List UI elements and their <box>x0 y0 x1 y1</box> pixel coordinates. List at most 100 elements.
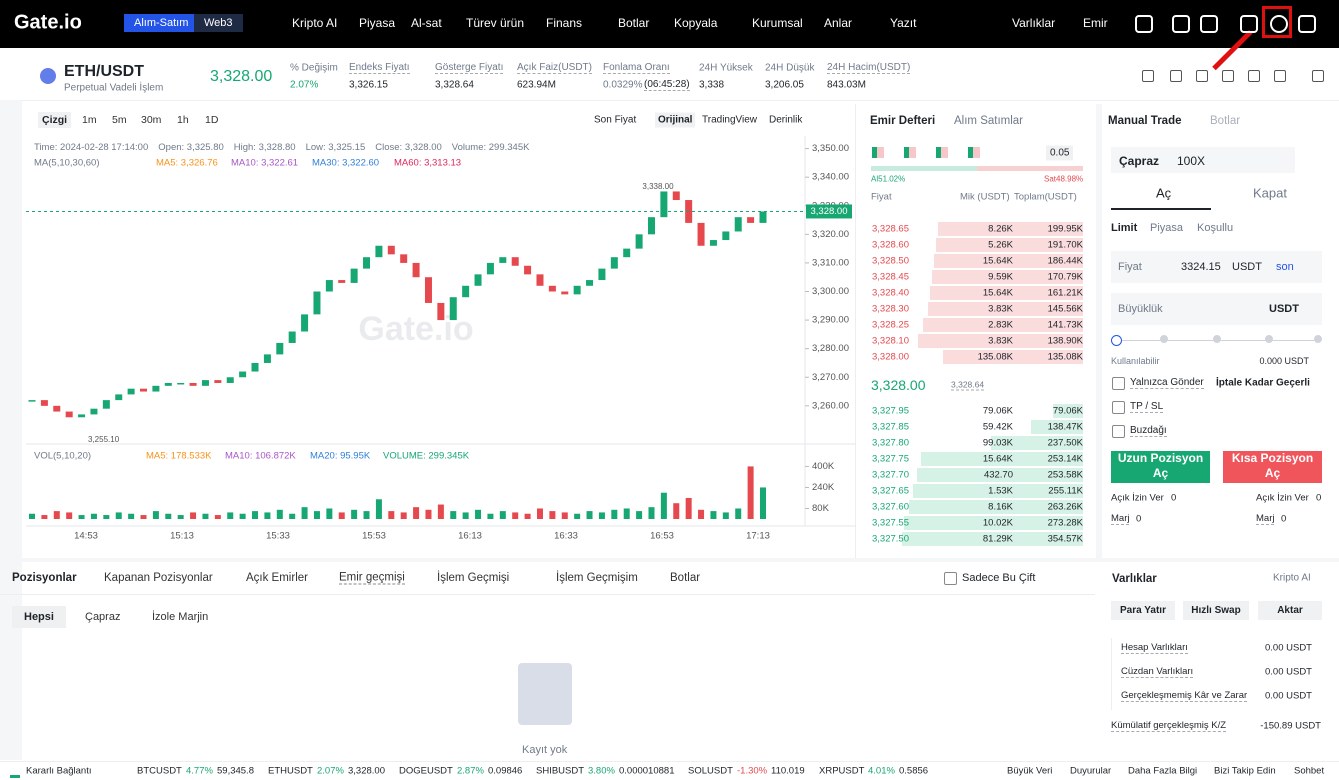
interval[interactable]: 1D <box>205 114 219 126</box>
ticker-symbol[interactable]: SOLUSDT <box>688 765 733 777</box>
nav-item[interactable]: Kripto AI <box>292 16 338 30</box>
side-tab[interactable]: Kapat <box>1253 185 1287 201</box>
book-tab[interactable]: Alım Satımlar <box>954 115 1024 127</box>
toolbar-icon[interactable] <box>1274 70 1286 82</box>
position-tab[interactable]: İşlem Geçmişi <box>437 572 510 584</box>
toolbar-icon[interactable] <box>1170 70 1182 82</box>
nav-right-item[interactable]: Emir <box>1083 16 1108 30</box>
asset-button[interactable]: Aktar <box>1258 601 1322 620</box>
nav-icon[interactable] <box>1200 15 1218 33</box>
interval[interactable]: 1m <box>82 114 97 126</box>
chart-option[interactable]: Son Fiyat <box>594 114 637 126</box>
mode-toggle[interactable]: Web3 <box>194 14 243 32</box>
interval[interactable]: Çizgi <box>38 112 72 128</box>
nav-item[interactable]: Al-sat <box>411 16 442 30</box>
book-view[interactable] <box>968 147 980 158</box>
ticker-symbol[interactable]: ETHUSDT <box>268 765 313 777</box>
stat-value: 0.0329% <box>603 79 643 91</box>
nav-item[interactable]: Kopyala <box>674 16 718 30</box>
position-tab[interactable]: Kapanan Pozisyonlar <box>104 572 213 584</box>
footer-link[interactable]: Büyük Veri <box>1007 765 1053 777</box>
checkbox[interactable] <box>1112 425 1125 438</box>
interval[interactable]: 5m <box>112 114 127 126</box>
filter[interactable]: Çapraz <box>85 611 121 623</box>
book-amount: 15.64K <box>982 255 1013 267</box>
trade-tab[interactable]: Manual Trade <box>1108 115 1182 127</box>
asset-button[interactable]: Para Yatır <box>1111 601 1175 620</box>
nav-item[interactable]: Anlar <box>824 16 853 30</box>
margin-select[interactable] <box>1111 147 1295 173</box>
assets-link[interactable]: Kripto AI <box>1273 572 1311 584</box>
footer-link[interactable]: Duyurular <box>1070 765 1112 777</box>
chart-option[interactable]: TradingView <box>702 114 758 126</box>
nav-item[interactable]: Finans <box>546 16 583 30</box>
long-button[interactable]: Uzun Pozisyon Aç <box>1111 451 1210 483</box>
mode-toggle[interactable]: Alım-Satım <box>124 14 199 32</box>
footer-link[interactable]: Daha Fazla Bilgi <box>1128 765 1198 777</box>
nav-icon[interactable] <box>1172 15 1190 33</box>
settings-highlight[interactable] <box>1262 6 1292 38</box>
side-tab[interactable]: Aç <box>1156 185 1172 201</box>
chart-option[interactable]: Orijinal <box>655 112 696 128</box>
nav-item[interactable]: Piyasa <box>359 16 396 30</box>
interval[interactable]: 1h <box>177 114 189 126</box>
ticker-symbol[interactable]: BTCUSDT <box>137 765 182 777</box>
toolbar-icon[interactable] <box>1142 70 1154 82</box>
toolbar-icon[interactable] <box>1248 70 1260 82</box>
price-input[interactable] <box>1111 251 1322 283</box>
slider-stop[interactable] <box>1160 335 1168 343</box>
price-link[interactable]: son <box>1276 261 1294 273</box>
ticker-symbol[interactable]: XRPUSDT <box>819 765 865 777</box>
x-tick-label: 15:13 <box>170 531 194 542</box>
filter[interactable]: Hepsi <box>12 606 66 628</box>
position-tab[interactable]: Emir geçmişi <box>339 571 405 585</box>
chart-option[interactable]: Derinlik <box>769 114 803 126</box>
toolbar-icon[interactable] <box>1222 70 1234 82</box>
toolbar-icon[interactable] <box>1196 70 1208 82</box>
book-view[interactable] <box>936 147 948 158</box>
checkbox[interactable] <box>1112 377 1125 390</box>
candle <box>449 297 457 321</box>
order-type[interactable]: Limit <box>1111 222 1138 234</box>
slider-stop[interactable] <box>1265 335 1273 343</box>
nav-icon[interactable] <box>1240 15 1258 33</box>
book-price: 3,328.50 <box>872 255 909 267</box>
position-tab[interactable]: İşlem Geçmişim <box>556 572 638 584</box>
size-input[interactable] <box>1111 293 1322 325</box>
footer-link[interactable]: Sohbet <box>1294 765 1325 777</box>
slider-stop[interactable] <box>1111 335 1122 346</box>
symbol[interactable]: ETH/USDT <box>64 63 144 80</box>
nav-icon[interactable] <box>1298 15 1316 33</box>
checkbox[interactable] <box>944 572 957 585</box>
ticker-symbol[interactable]: SHIBUSDT <box>536 765 585 777</box>
nav-item[interactable]: Kurumsal <box>752 16 803 30</box>
book-step[interactable]: 0.05 <box>1046 145 1074 161</box>
nav-icon[interactable] <box>1270 15 1288 33</box>
nav-item[interactable]: Botlar <box>618 16 650 30</box>
footer-link[interactable]: Bizi Takip Edin <box>1214 765 1276 777</box>
checkbox[interactable] <box>1112 401 1125 414</box>
nav-item[interactable]: Yazıt <box>890 16 917 30</box>
interval[interactable]: 30m <box>141 114 162 126</box>
asset-button[interactable]: Hızlı Swap <box>1183 601 1249 620</box>
order-type[interactable]: Piyasa <box>1150 222 1184 234</box>
trade-tab[interactable]: Botlar <box>1210 115 1241 127</box>
book-view[interactable] <box>872 147 884 158</box>
nav-right-item[interactable]: Varlıklar <box>1012 16 1056 30</box>
nav-item[interactable]: Türev ürün <box>466 16 525 30</box>
nav-icon[interactable] <box>1135 15 1153 33</box>
candle <box>610 257 618 269</box>
filter[interactable]: İzole Marjin <box>152 611 209 623</box>
slider-stop[interactable] <box>1314 335 1322 343</box>
position-tab[interactable]: Pozisyonlar <box>12 572 77 584</box>
position-tab[interactable]: Açık Emirler <box>246 572 308 584</box>
book-view[interactable] <box>904 147 916 158</box>
position-tab[interactable]: Botlar <box>670 572 701 584</box>
ticker-symbol[interactable]: DOGEUSDT <box>399 765 453 777</box>
order-type[interactable]: Koşullu <box>1197 222 1234 234</box>
book-tab[interactable]: Emir Defteri <box>870 115 936 127</box>
short-button[interactable]: Kısa Pozisyon Aç <box>1223 451 1322 483</box>
tif[interactable]: İptale Kadar Geçerli <box>1216 377 1310 389</box>
toolbar-icon[interactable] <box>1312 70 1324 82</box>
slider-stop[interactable] <box>1213 335 1221 343</box>
